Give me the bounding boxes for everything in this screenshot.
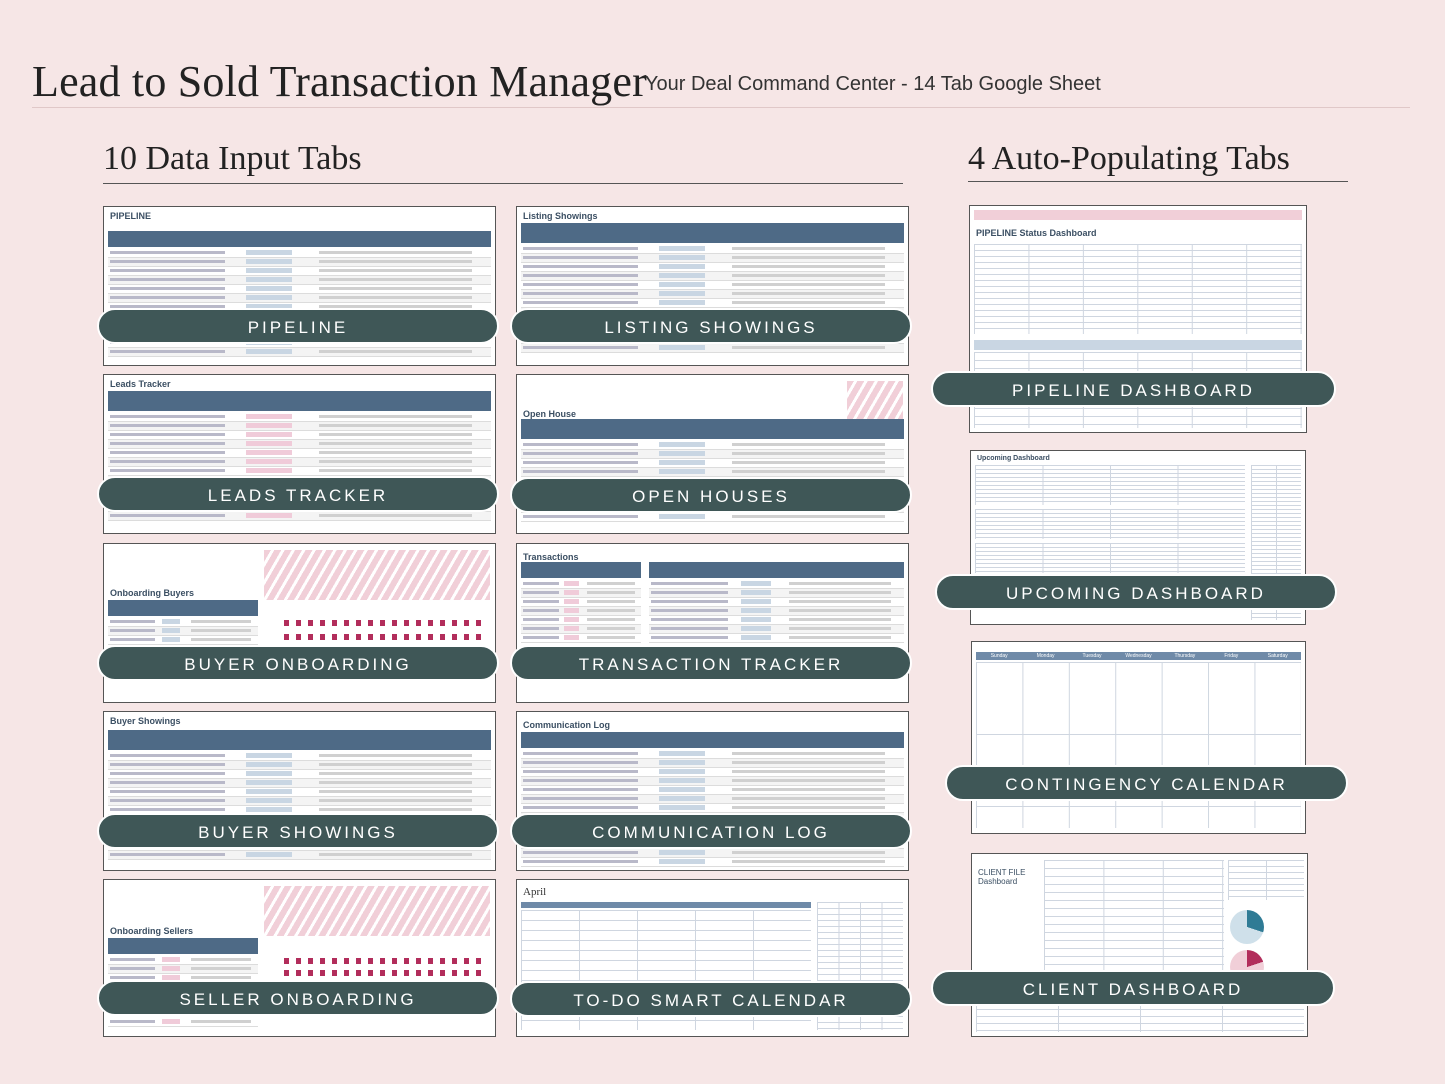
calendar-grid bbox=[976, 662, 1301, 828]
sheet-title: PIPELINE bbox=[110, 211, 152, 221]
pipeline-tab-label[interactable]: PIPELINE bbox=[97, 308, 499, 344]
sheet-title: PIPELINE Status Dashboard bbox=[976, 228, 1097, 238]
dashboard-nav bbox=[974, 210, 1302, 220]
contingency-calendar-tab-label[interactable]: CONTINGENCY CALENDAR bbox=[945, 765, 1348, 801]
sheet-title: Onboarding Buyers bbox=[110, 588, 195, 598]
buyer-showings-tab-label[interactable]: BUYER SHOWINGS bbox=[97, 813, 499, 849]
pipeline-dashboard-tab-label[interactable]: PIPELINE DASHBOARD bbox=[931, 371, 1336, 407]
sheet-header-row bbox=[108, 231, 491, 247]
checklist-headers bbox=[264, 550, 490, 600]
checkbox-row bbox=[284, 970, 484, 976]
sheet-title: Onboarding Sellers bbox=[110, 926, 194, 936]
sheet-header-row bbox=[521, 223, 904, 243]
onboarding-status-grid bbox=[1228, 860, 1304, 900]
contingency-header bbox=[649, 562, 904, 578]
sheet-title: Upcoming Dashboard bbox=[977, 455, 1050, 462]
sheet-header-row bbox=[108, 938, 258, 954]
communication-log-tab-label[interactable]: COMMUNICATION LOG bbox=[510, 813, 912, 849]
checklist-headers bbox=[847, 381, 903, 421]
leads-tracker-tab-label[interactable]: LEADS TRACKER bbox=[97, 476, 499, 512]
calendar-days: Sunday Monday Tuesday Wednesday Thursday… bbox=[976, 652, 1301, 660]
auto-tabs-divider bbox=[968, 181, 1348, 182]
checklist-completion-donut bbox=[1230, 910, 1264, 944]
day-thursday: Thursday bbox=[1174, 653, 1196, 659]
upcoming-grid-top bbox=[975, 465, 1245, 505]
open-houses-tab-label[interactable]: OPEN HOUSES bbox=[510, 477, 912, 513]
sheet-rows-bottom bbox=[108, 1018, 258, 1027]
contingency-calendar-preview[interactable]: Sunday Monday Tuesday Wednesday Thursday… bbox=[971, 641, 1306, 834]
sheet-header-row bbox=[521, 419, 904, 439]
auto-tabs-heading: 4 Auto-Populating Tabs bbox=[968, 140, 1290, 177]
sheet-title: Transactions bbox=[523, 552, 579, 562]
client-dashboard-tab-label[interactable]: CLIENT DASHBOARD bbox=[931, 970, 1335, 1006]
checkbox-row bbox=[284, 958, 484, 964]
sheet-rows bbox=[521, 580, 641, 643]
checkbox-row bbox=[284, 634, 484, 640]
day-friday: Friday bbox=[1224, 653, 1239, 659]
sheet-title: Listing Showings bbox=[523, 211, 598, 221]
day-wednesday: Wednesday bbox=[1125, 653, 1152, 659]
todo-calendar-tab-label[interactable]: TO-DO SMART CALENDAR bbox=[510, 981, 912, 1017]
dashboard-stats-grid bbox=[974, 244, 1302, 334]
stage-columns bbox=[974, 340, 1302, 350]
sheet-header-row bbox=[521, 732, 904, 748]
page-title: Lead to Sold Transaction Manager bbox=[32, 57, 647, 106]
contingency-rows bbox=[649, 580, 904, 643]
title-divider bbox=[32, 107, 1410, 108]
sheet-rows bbox=[108, 618, 258, 645]
sheet-header-row bbox=[108, 600, 258, 616]
sheet-title: Leads Tracker bbox=[110, 379, 171, 389]
checkbox-row bbox=[284, 620, 484, 626]
day-saturday: Saturday bbox=[1267, 653, 1288, 659]
sheet-rows bbox=[108, 956, 258, 983]
client-info-grid bbox=[1044, 860, 1224, 970]
page-subtitle: Your Deal Command Center - 14 Tab Google… bbox=[645, 73, 1101, 95]
sheet-header-row bbox=[108, 730, 491, 750]
listing-showings-tab-label[interactable]: LISTING SHOWINGS bbox=[510, 308, 912, 344]
sheet-title: CLIENT FILE Dashboard bbox=[978, 868, 1026, 886]
sheet-title: Communication Log bbox=[523, 720, 610, 730]
checklist-headers bbox=[264, 886, 490, 936]
sheet-title: Open House bbox=[523, 409, 577, 419]
day-monday: Monday bbox=[1036, 653, 1055, 659]
input-tabs-heading: 10 Data Input Tabs bbox=[103, 140, 362, 177]
client-dashboard-preview[interactable]: CLIENT FILE Dashboard bbox=[971, 853, 1308, 1037]
sheet-title: April bbox=[523, 886, 547, 898]
day-tuesday: Tuesday bbox=[1082, 653, 1102, 659]
input-tabs-divider bbox=[103, 183, 903, 184]
day-sunday: Sunday bbox=[990, 653, 1008, 659]
upcoming-grid-bottom bbox=[975, 543, 1245, 573]
calendar-header bbox=[521, 902, 811, 908]
buyer-onboarding-tab-label[interactable]: BUYER ONBOARDING bbox=[97, 645, 499, 681]
calendar-day-header bbox=[976, 652, 1301, 660]
pipeline-sheet-preview[interactable]: PIPELINE bbox=[103, 206, 496, 366]
upcoming-dashboard-tab-label[interactable]: UPCOMING DASHBOARD bbox=[935, 574, 1337, 610]
sheet-title: Buyer Showings bbox=[110, 716, 181, 726]
pipeline-dashboard-preview[interactable]: PIPELINE Status Dashboard bbox=[969, 205, 1307, 433]
upcoming-grid-mid bbox=[975, 509, 1245, 539]
transaction-tracker-tab-label[interactable]: TRANSACTION TRACKER bbox=[510, 645, 912, 681]
sheet-header-row bbox=[108, 391, 491, 411]
seller-onboarding-tab-label[interactable]: SELLER ONBOARDING bbox=[97, 980, 499, 1016]
sheet-header-row bbox=[521, 562, 641, 578]
